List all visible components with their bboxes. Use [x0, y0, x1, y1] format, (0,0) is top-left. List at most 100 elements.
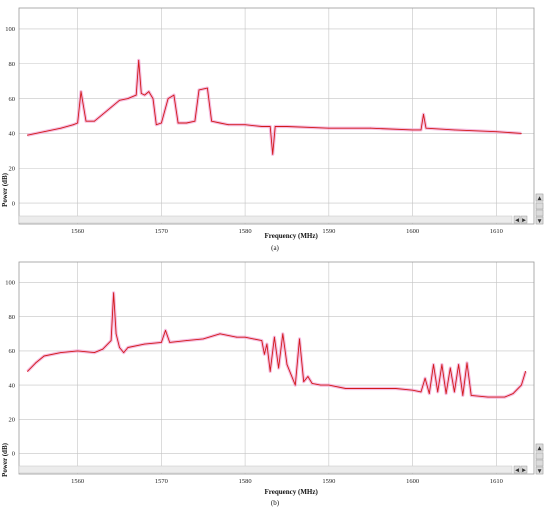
panel-caption: (a) — [271, 244, 279, 252]
data-point — [282, 333, 284, 335]
data-point — [274, 336, 275, 338]
scroll-mid-button[interactable] — [535, 209, 544, 217]
data-point — [420, 129, 422, 131]
horizontal-scrollbar[interactable] — [18, 465, 513, 474]
data-point — [521, 133, 522, 134]
data-point — [294, 384, 296, 386]
scroll-mid-button[interactable] — [535, 459, 544, 467]
data-point — [425, 127, 427, 129]
scroll-up-glyph: ▲ — [538, 195, 542, 201]
scroll-mid-button[interactable] — [535, 202, 544, 210]
data-point — [102, 348, 104, 350]
y-tick-label: 0 — [12, 200, 15, 207]
data-point — [177, 122, 179, 124]
data-point — [525, 371, 526, 372]
data-point — [27, 371, 28, 372]
data-point — [521, 384, 522, 386]
data-point — [219, 333, 221, 335]
data-point — [274, 126, 276, 127]
horizontal-scrollbar[interactable] — [18, 215, 513, 224]
scroll-down-icon[interactable] — [535, 216, 544, 225]
y-axis-label: Power (dB) — [1, 172, 9, 207]
data-point — [269, 126, 271, 127]
data-point — [35, 362, 37, 364]
scroll-mid-button[interactable] — [535, 452, 544, 460]
data-point — [165, 330, 166, 331]
data-point — [320, 384, 321, 386]
data-point — [261, 340, 263, 341]
y-tick-label: 20 — [9, 416, 16, 423]
spectrum-panel-a: ◀ ▶ ▲ ▼ 0 20 40 60 80 100 1560 1570 1580 1590 1600 1610… — [1, 7, 544, 252]
data-point — [73, 124, 74, 126]
panel-caption: (b) — [271, 499, 280, 507]
data-point — [138, 59, 140, 61]
scroll-right-icon[interactable] — [520, 215, 528, 224]
y-tick-label: 80 — [9, 61, 16, 68]
data-point — [161, 122, 162, 124]
data-point — [144, 94, 146, 96]
data-point — [186, 340, 187, 341]
data-point — [119, 347, 120, 348]
scroll-down-icon[interactable] — [535, 466, 544, 475]
data-point — [94, 120, 95, 122]
x-tick-label: 1570 — [155, 478, 168, 485]
data-point — [433, 364, 434, 365]
x-tick-label: 1580 — [239, 228, 252, 235]
x-axis-label: Frequency (MHz) — [264, 232, 318, 240]
data-point — [264, 353, 265, 355]
data-point — [420, 391, 422, 393]
data-point — [94, 352, 95, 353]
data-point — [395, 388, 397, 389]
data-point — [211, 120, 213, 122]
data-point — [194, 120, 196, 122]
data-point — [449, 367, 451, 369]
data-point — [458, 364, 459, 365]
data-point — [370, 388, 372, 389]
data-point — [487, 396, 489, 398]
data-point — [272, 153, 274, 155]
data-point — [169, 342, 171, 343]
power-spectrum-line — [27, 292, 527, 398]
data-point — [441, 364, 443, 365]
data-point — [167, 98, 169, 99]
scroll-down-glyph: ▼ — [538, 468, 542, 474]
y-tick-label: 20 — [9, 165, 16, 172]
data-point — [266, 343, 268, 345]
data-point — [504, 396, 506, 398]
y-tick-label: 60 — [9, 348, 16, 355]
data-point — [512, 393, 514, 394]
data-point — [328, 127, 330, 129]
data-point — [102, 113, 104, 115]
data-point — [43, 355, 45, 357]
scroll-left-icon[interactable] — [513, 215, 521, 224]
data-point — [43, 131, 45, 133]
data-point — [113, 292, 114, 294]
data-point — [286, 364, 288, 365]
scroll-up-icon[interactable] — [535, 443, 544, 452]
data-point — [462, 395, 464, 396]
y-tick-label: 40 — [9, 131, 16, 138]
data-point — [445, 393, 447, 394]
y-tick-label: 60 — [9, 96, 16, 103]
scroll-left-icon[interactable] — [513, 465, 521, 474]
data-point — [454, 129, 455, 131]
x-tick-label: 1600 — [406, 228, 419, 235]
data-point — [299, 338, 300, 340]
y-tick-label: 0 — [12, 451, 15, 458]
data-point — [85, 120, 87, 122]
data-point — [207, 87, 208, 89]
x-axis-label: Frequency (MHz) — [264, 488, 318, 496]
data-point — [77, 350, 78, 352]
plot-area — [19, 262, 534, 474]
data-point — [140, 93, 142, 94]
data-point — [186, 122, 187, 124]
data-point — [123, 352, 125, 353]
data-point — [60, 352, 62, 353]
data-point — [173, 94, 175, 96]
data-point — [80, 91, 82, 92]
scroll-right-icon[interactable] — [520, 465, 528, 474]
data-point — [127, 98, 129, 99]
data-point — [278, 367, 279, 369]
scroll-up-icon[interactable] — [535, 193, 544, 202]
